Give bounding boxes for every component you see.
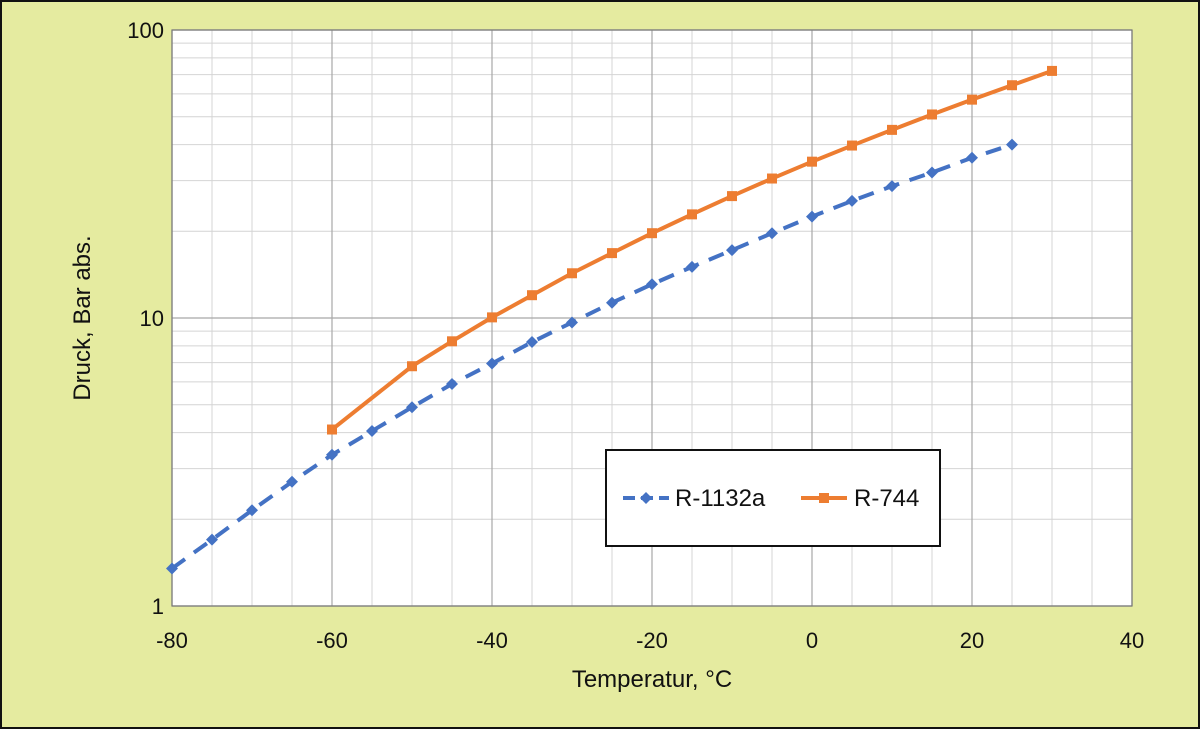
data-point-r744 — [967, 94, 977, 105]
legend-items — [623, 492, 847, 504]
legend-marker-r1132a — [640, 492, 652, 504]
x-tick-label: 20 — [960, 628, 984, 653]
x-tick-label: -80 — [156, 628, 188, 653]
data-point-r744 — [1007, 80, 1017, 91]
plot-border — [171, 29, 1133, 607]
data-point-r1132a — [606, 296, 618, 309]
data-point-r1132a — [686, 260, 698, 273]
x-tick-label: -20 — [636, 628, 668, 653]
data-point-r1132a — [286, 475, 298, 488]
data-point-r1132a — [526, 336, 538, 349]
series-layer — [166, 65, 1057, 575]
data-point-r744 — [407, 361, 417, 372]
x-tick-labels: -80 -60 -40 -20 0 20 40 — [156, 628, 1144, 653]
data-point-r744 — [447, 336, 457, 347]
legend-swatch-r744 — [801, 493, 847, 503]
data-point-r1132a — [486, 357, 498, 370]
data-point-r1132a — [446, 377, 458, 390]
legend-label-r1132a: R-1132a — [675, 485, 766, 512]
data-point-r744 — [327, 424, 337, 435]
legend-marker-r744 — [819, 493, 829, 503]
data-point-r1132a — [926, 166, 938, 179]
data-point-r1132a — [326, 448, 338, 461]
data-point-r1132a — [406, 401, 418, 414]
data-point-r1132a — [886, 180, 898, 193]
data-point-r1132a — [366, 425, 378, 438]
data-point-r744 — [567, 268, 577, 279]
data-point-r1132a — [166, 562, 178, 575]
data-point-r1132a — [846, 194, 858, 207]
legend-label-r744: R-744 — [854, 485, 919, 512]
data-point-r1132a — [246, 504, 258, 517]
data-point-r1132a — [766, 227, 778, 240]
y-tick-label: 10 — [140, 306, 164, 331]
series-line-r744 — [330, 69, 1053, 432]
data-point-r744 — [1047, 65, 1057, 76]
data-point-r1132a — [806, 210, 818, 223]
series-line-r1132a — [170, 142, 1013, 571]
x-tick-label: -40 — [476, 628, 508, 653]
x-axis-title: Temperatur, °C — [572, 666, 732, 693]
data-point-r744 — [767, 173, 777, 184]
data-point-r744 — [887, 124, 897, 135]
x-tick-label: 0 — [806, 628, 818, 653]
y-tick-labels: 1 10 100 — [127, 18, 164, 619]
y-tick-label: 100 — [127, 18, 164, 43]
data-point-r744 — [927, 109, 937, 120]
legend-swatch-r1132a — [623, 492, 669, 504]
data-point-r1132a — [566, 316, 578, 329]
series-r1132a — [166, 138, 1018, 575]
data-point-r1132a — [646, 278, 658, 291]
x-tick-label: 40 — [1120, 628, 1144, 653]
data-point-r744 — [487, 312, 497, 323]
data-point-r744 — [647, 228, 657, 239]
data-point-r744 — [727, 191, 737, 202]
x-tick-label: -60 — [316, 628, 348, 653]
data-point-r1132a — [1006, 138, 1018, 151]
data-point-r744 — [527, 290, 537, 301]
data-point-r1132a — [206, 533, 218, 546]
data-point-r1132a — [966, 151, 978, 164]
data-point-r1132a — [726, 244, 738, 257]
y-axis-title: Druck, Bar abs. — [69, 235, 96, 400]
data-point-r744 — [607, 248, 617, 259]
data-point-r744 — [807, 156, 817, 167]
data-point-r744 — [847, 140, 857, 151]
y-tick-label: 1 — [152, 594, 164, 619]
legend: R-1132a R-744 — [605, 449, 941, 547]
series-r744 — [327, 65, 1057, 435]
data-point-r744 — [687, 209, 697, 220]
